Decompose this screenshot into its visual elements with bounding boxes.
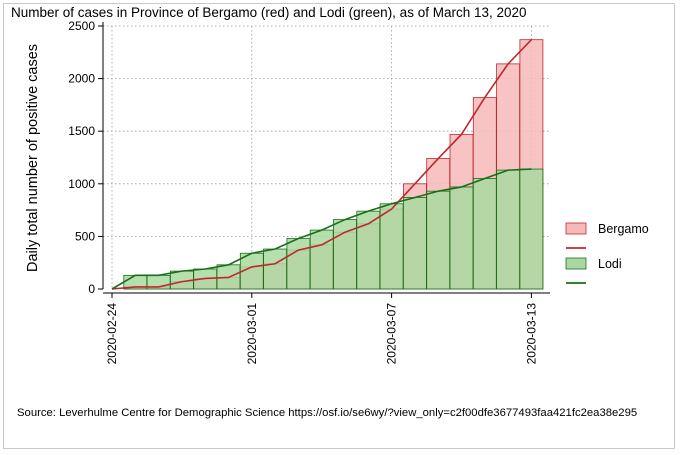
x-tick-label: 2020-03-07 — [385, 303, 399, 365]
lodi-bar — [263, 248, 288, 290]
axes: 0 500 1000 1500 2000 2500 2020-02-24 2020-03-01… — [68, 19, 550, 364]
lodi-bar — [402, 197, 427, 290]
legend-label-lodi: Lodi — [598, 257, 622, 271]
y-tick-label: 500 — [75, 229, 95, 243]
y-tick-label: 0 — [88, 282, 95, 296]
lodi-bar — [286, 238, 311, 290]
source-note: Source: Leverhulme Centre for Demographi… — [17, 407, 638, 419]
y-tick-label: 2000 — [68, 72, 95, 86]
lodi-bar — [426, 190, 451, 290]
y-axis-label: Daily total number of positive cases — [25, 44, 41, 272]
lodi-bar — [449, 186, 474, 290]
figure-frame — [3, 3, 675, 449]
legend-swatch-lodi — [565, 257, 587, 270]
x-tick-label: 2020-03-01 — [245, 303, 259, 365]
lodi-bars — [123, 168, 544, 290]
lodi-bar — [309, 229, 334, 290]
y-tick-label: 2500 — [68, 19, 95, 33]
y-tick-label: 1500 — [68, 124, 95, 138]
x-tick-label: 2020-02-24 — [105, 303, 119, 365]
series-lines — [111, 39, 532, 290]
y-tick-label: 1000 — [68, 177, 95, 191]
lodi-bar — [496, 169, 521, 290]
legend-swatch-bergamo — [565, 222, 587, 235]
lodi-bar — [379, 203, 404, 290]
lodi-bar — [472, 178, 497, 290]
x-tick-label: 2020-03-13 — [524, 303, 538, 365]
legend-label-bergamo: Bergamo — [598, 222, 649, 236]
lodi-line — [111, 168, 532, 290]
legend: Bergamo Lodi — [565, 222, 649, 284]
chart-title: Number of cases in Province of Bergamo (… — [11, 5, 527, 20]
lodi-bar — [356, 210, 381, 290]
lodi-bar — [519, 168, 544, 290]
bergamo-line — [111, 39, 532, 290]
